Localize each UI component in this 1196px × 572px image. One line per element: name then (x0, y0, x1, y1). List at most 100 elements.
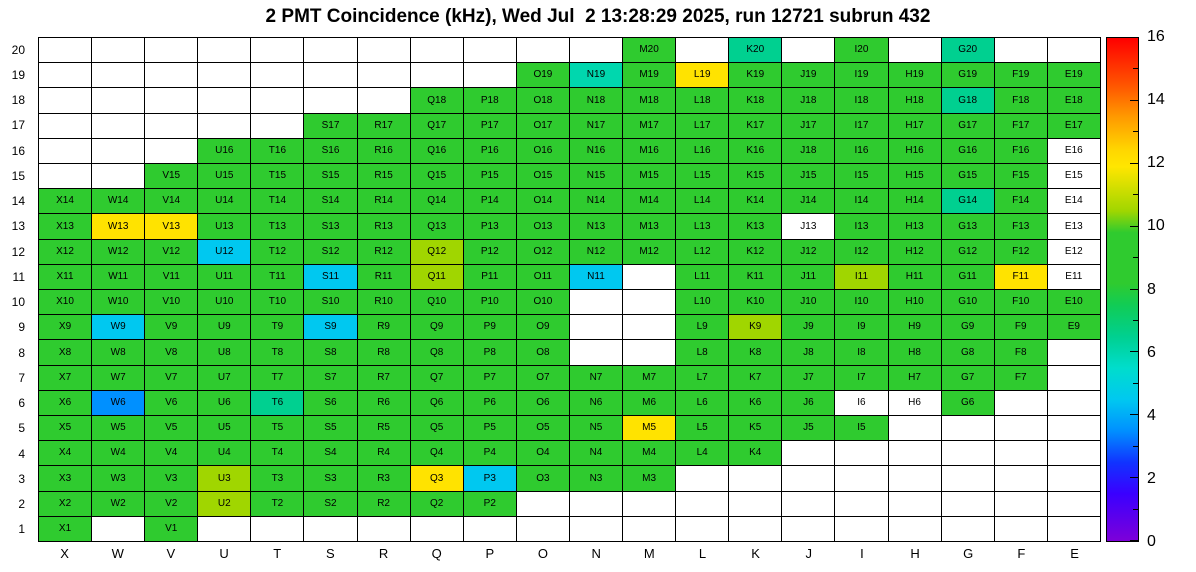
heatmap-cell: M3 (623, 466, 677, 492)
heatmap-cell: L17 (676, 113, 730, 139)
heatmap-cell (251, 88, 305, 114)
heatmap-cell: K19 (729, 63, 783, 89)
heatmap-cell: T5 (251, 416, 305, 442)
heatmap-cell: I11 (835, 264, 889, 291)
colorbar-major-tick (1130, 288, 1138, 290)
heatmap-cell: P6 (463, 390, 517, 417)
heatmap-cell: S6 (304, 390, 358, 417)
x-tick-label: W (111, 546, 124, 561)
heatmap-cell: O16 (516, 138, 570, 165)
y-tick-label: 10 (11, 295, 25, 310)
heatmap-cell: I18 (835, 88, 889, 114)
heatmap-cell: W13 (92, 214, 146, 240)
heatmap-cell: I6 (835, 390, 889, 417)
colorbar-minor-tick (1133, 382, 1138, 384)
heatmap-cell (410, 63, 464, 89)
heatmap-cell: L16 (676, 138, 730, 165)
heatmap-cell (198, 113, 252, 139)
heatmap-cell: I19 (835, 63, 889, 89)
heatmap-cell: J15 (782, 164, 836, 190)
heatmap-cell: T12 (251, 239, 305, 265)
heatmap-cell: N14 (569, 189, 624, 215)
x-tick-label: M (643, 546, 655, 561)
heatmap-cell: O13 (516, 214, 570, 240)
heatmap-row: X9 W9 V9 U9 T9 S9 R9 Q9 P9 O9 L9 K9 J9 I9 H9 G9 F9 E9 (39, 315, 1101, 341)
heatmap-cell: K18 (729, 88, 783, 114)
heatmap-cell: G18 (941, 88, 995, 114)
chart-title: 2 PMT Coincidence (kHz), Wed Jul 2 13:28… (265, 6, 931, 27)
heatmap-cell: S3 (304, 466, 358, 492)
heatmap-cell: R9 (357, 315, 411, 341)
heatmap-cell: S17 (304, 113, 358, 139)
heatmap-cell: F19 (994, 63, 1048, 89)
heatmap-cell: I8 (835, 340, 889, 366)
heatmap-cell: P17 (463, 113, 517, 139)
heatmap-cell: I12 (835, 239, 889, 265)
heatmap-cell (1047, 38, 1101, 64)
heatmap-cell: I17 (835, 113, 889, 139)
heatmap-cell (994, 441, 1048, 467)
heatmap-cell (198, 63, 252, 89)
heatmap-cell: L7 (676, 365, 730, 391)
heatmap-cell (994, 390, 1048, 417)
heatmap-cell: W4 (92, 441, 146, 467)
heatmap-cell: I14 (835, 189, 889, 215)
heatmap-cell: J18 (782, 138, 836, 165)
heatmap-cell: P7 (463, 365, 517, 391)
heatmap-cell (304, 38, 358, 64)
heatmap-row: X11 W11 V11 U11 T11 S11 R11 Q11 P11 O11 N11 L11 K11 J… (39, 264, 1101, 291)
y-tick-label: 3 (18, 471, 25, 486)
colorbar-minor-tick (1133, 131, 1138, 133)
heatmap-cell: N13 (569, 214, 624, 240)
heatmap-cell (251, 38, 305, 64)
heatmap-cell: V1 (145, 516, 199, 543)
heatmap-cell (623, 516, 677, 543)
heatmap-cell: F15 (994, 164, 1048, 190)
colorbar-tick-label: 6 (1147, 343, 1156, 361)
heatmap-cell: O11 (516, 264, 570, 291)
heatmap-cell: W10 (92, 290, 146, 316)
colorbar-major-tick (1130, 477, 1138, 479)
colorbar-tick-label: 12 (1147, 154, 1165, 172)
heatmap-cell: X2 (39, 491, 93, 517)
heatmap-cell: G17 (941, 113, 995, 139)
y-tick-label: 8 (18, 345, 25, 360)
heatmap-cell: M16 (623, 138, 677, 165)
heatmap-cell (835, 466, 889, 492)
heatmap-cell: T14 (251, 189, 305, 215)
heatmap-cell: J9 (782, 315, 836, 341)
heatmap-cell: W3 (92, 466, 146, 492)
y-tick-label: 2 (18, 497, 25, 512)
heatmap-cell: U2 (198, 491, 252, 517)
heatmap-cell: Q16 (410, 138, 464, 165)
heatmap-cell (39, 113, 93, 139)
heatmap-cell (676, 516, 730, 543)
heatmap-cell: P16 (463, 138, 517, 165)
heatmap-cell: R6 (357, 390, 411, 417)
heatmap-cell: T11 (251, 264, 305, 291)
heatmap-cell (92, 516, 146, 543)
heatmap-cell (941, 441, 995, 467)
heatmap-cell: U9 (198, 315, 252, 341)
heatmap-cell (782, 491, 836, 517)
heatmap-cell (888, 441, 942, 467)
heatmap-cell (304, 516, 358, 543)
heatmap-cell: K9 (729, 315, 783, 341)
heatmap-cell: O17 (516, 113, 570, 139)
heatmap-cell: S13 (304, 214, 358, 240)
heatmap-cell: Q3 (410, 466, 464, 492)
heatmap-cell (835, 516, 889, 543)
heatmap-cell: H8 (888, 340, 942, 366)
colorbar-major-tick (1130, 99, 1138, 101)
heatmap-row: X10 W10 V10 U10 T10 S10 R10 Q10 P10 O10 L10 K10 J10 I… (39, 290, 1101, 316)
heatmap-cell: Q10 (410, 290, 464, 316)
heatmap-cell: J19 (782, 63, 836, 89)
y-tick-label: 7 (18, 370, 25, 385)
x-tick-label: Q (431, 546, 442, 561)
heatmap-cell: V12 (145, 239, 199, 265)
heatmap-cell: G9 (941, 315, 995, 341)
heatmap-row: X6 W6 V6 U6 T6 S6 R6 Q6 P6 O6 N6 M6 L6 K6 J6 I6 H6 G6 (39, 390, 1101, 417)
heatmap-cell: N15 (569, 164, 624, 190)
heatmap-cell (92, 88, 146, 114)
